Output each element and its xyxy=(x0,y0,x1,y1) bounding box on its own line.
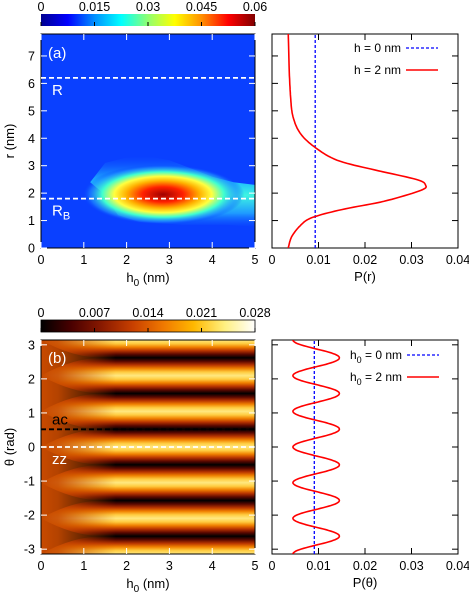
x-tick-label: 2 xyxy=(123,559,130,573)
x-tick-label: 0.03 xyxy=(399,559,423,573)
heatmap-a-hotspot xyxy=(81,164,245,225)
x-axis-label-sub: 0 xyxy=(134,278,140,289)
colorbar-tick-label: 0.021 xyxy=(186,306,217,320)
panel-a-profile: 0 0.01 0.02 0.03 0.04 P(r) h = 0 nm h = 2 nm xyxy=(269,33,469,284)
legend-b-item-1: h0 = 2 nm xyxy=(350,370,402,387)
colorbar-tick-label: 0.007 xyxy=(79,306,110,320)
colorbar-b-ticks: 0 0.007 0.014 0.021 0.028 xyxy=(38,306,271,332)
x-axis-label-sub: 0 xyxy=(134,584,140,595)
x-axis-label: h0 (nm) xyxy=(126,270,169,289)
panel-a-label: (a) xyxy=(48,45,66,62)
legend-name-main: h xyxy=(350,370,357,384)
legend-name-rest: = 2 nm xyxy=(362,370,402,384)
legend-b-item-0: h0 = 0 nm xyxy=(350,348,402,365)
y-tick-label: 0 xyxy=(28,441,35,455)
legend-name-sub: 0 xyxy=(357,355,362,365)
y-tick-label: 3 xyxy=(28,159,35,173)
y-axis-label: r (nm) xyxy=(2,124,17,159)
profile-b-border xyxy=(271,339,459,555)
legend-name-rest: = 0 nm xyxy=(362,348,402,362)
legend-name-sub: 0 xyxy=(357,377,362,387)
heatmap-a-reference-lines: RRB xyxy=(41,76,255,223)
colorbar-tick-label: 0.028 xyxy=(239,306,270,320)
x-axis-label-unit: (nm) xyxy=(139,576,169,591)
y-tick-label: 2 xyxy=(28,187,35,201)
x-tick-label: 3 xyxy=(166,559,173,573)
colorbar-tick-label: 0 xyxy=(38,0,45,14)
y-tick-label: 4 xyxy=(28,132,35,146)
x-tick-label: 0.02 xyxy=(353,253,377,267)
x-tick-label: 1 xyxy=(80,559,87,573)
x-tick-label: 4 xyxy=(209,253,216,267)
x-tick-label: 0.01 xyxy=(306,253,330,267)
x-axis-label: h0 (nm) xyxy=(126,576,169,595)
x-tick-label: 0.04 xyxy=(446,559,469,573)
panel-b-frame: ac zz (b) 0 1 2 3 4 5 -3 -2 -1 0 1 2 3 h0 (nm) θ (rad) xyxy=(2,338,259,595)
y-tick-label: 1 xyxy=(28,406,35,420)
x-tick-label: 2 xyxy=(123,253,130,267)
y-tick-label: -3 xyxy=(24,543,35,557)
colorbar-a-ticks: 0 0.015 0.03 0.045 0.06 xyxy=(38,0,267,26)
profile-a-series-h2 xyxy=(287,34,428,248)
panel-a-heatmap xyxy=(41,34,255,248)
colorbar-tick-label: 0.045 xyxy=(186,0,217,14)
y-tick-label: 3 xyxy=(28,338,35,352)
colorbar-tick-label: 0.03 xyxy=(136,0,160,14)
panel-b-colorbar: 0 0.007 0.014 0.021 0.028 xyxy=(38,306,271,333)
profile-b-legend: h0 = 0 nm h0 = 2 nm xyxy=(350,348,439,387)
reference-line-label: R xyxy=(52,82,63,99)
y-tick-label: 7 xyxy=(28,49,35,63)
x-tick-label: 0 xyxy=(269,253,276,267)
x-tick-label: 4 xyxy=(209,559,216,573)
x-tick-label: 0.01 xyxy=(306,559,330,573)
reference-line-label-sub: B xyxy=(63,211,70,223)
panel-b-label: (b) xyxy=(48,350,66,367)
reference-line-label: ac xyxy=(52,411,68,428)
colorbar-tick-label: 0.014 xyxy=(132,306,163,320)
y-tick-label: 5 xyxy=(28,104,35,118)
colorbar-tick-label: 0.015 xyxy=(79,0,110,14)
x-tick-label: 0 xyxy=(38,253,45,267)
x-tick-label: 1 xyxy=(80,253,87,267)
heatmap-b-axes: 0 1 2 3 4 5 -3 -2 -1 0 1 2 3 h0 (nm) θ (rad) xyxy=(2,338,259,595)
y-tick-label: 1 xyxy=(28,214,35,228)
profile-a-x-label: P(r) xyxy=(354,269,376,284)
x-tick-label: 5 xyxy=(252,559,259,573)
y-tick-label: -2 xyxy=(24,509,35,523)
profile-b-axes: 0 0.01 0.02 0.03 0.04 P(θ) xyxy=(269,340,469,590)
x-tick-label: 5 xyxy=(252,253,259,267)
x-axis-label-unit: (nm) xyxy=(139,270,169,285)
colorbar-tick-label: 0 xyxy=(38,306,45,320)
reference-line-label: zz xyxy=(52,451,67,468)
y-axis-label: θ (rad) xyxy=(2,428,17,466)
panel-b-heatmap xyxy=(41,340,255,554)
legend-a-item-1: h = 2 nm xyxy=(354,63,401,77)
heatmap-b-reference-lines: ac zz xyxy=(41,411,255,468)
y-tick-label: 0 xyxy=(28,242,35,256)
y-tick-label: 6 xyxy=(28,77,35,91)
panel-b-profile: 0 0.01 0.02 0.03 0.04P(θ) h0 = 0 nm h0 = 2 n… xyxy=(269,339,469,590)
profile-a-axes: 0 0.01 0.02 0.03 0.04 P(r) xyxy=(269,34,469,284)
heatmap-a-border xyxy=(40,33,256,249)
x-tick-label: 0.03 xyxy=(399,253,423,267)
y-tick-label: -1 xyxy=(24,475,35,489)
legend-a-item-0: h = 0 nm xyxy=(354,41,401,55)
profile-a-legend: h = 0 nm h = 2 nm xyxy=(354,41,438,77)
x-tick-label: 0 xyxy=(269,559,276,573)
profile-b-series-h2 xyxy=(292,340,341,554)
profile-b-x-label: P(θ) xyxy=(353,575,378,590)
y-tick-label: 2 xyxy=(28,372,35,386)
colorbar-tick-label: 0.06 xyxy=(243,0,267,14)
x-tick-label: 3 xyxy=(166,253,173,267)
x-tick-label: 0 xyxy=(38,559,45,573)
x-tick-label: 0.02 xyxy=(353,559,377,573)
panel-a-colorbar: 0 0.015 0.03 0.045 0.06 xyxy=(38,0,267,26)
heatmap-a-axes: 0 1 2 3 4 5 0 1 2 3 4 5 6 7 h0 (nm) r (nm) xyxy=(2,34,259,289)
legend-name-main: h xyxy=(350,348,357,362)
x-tick-label: 0.04 xyxy=(446,253,469,267)
